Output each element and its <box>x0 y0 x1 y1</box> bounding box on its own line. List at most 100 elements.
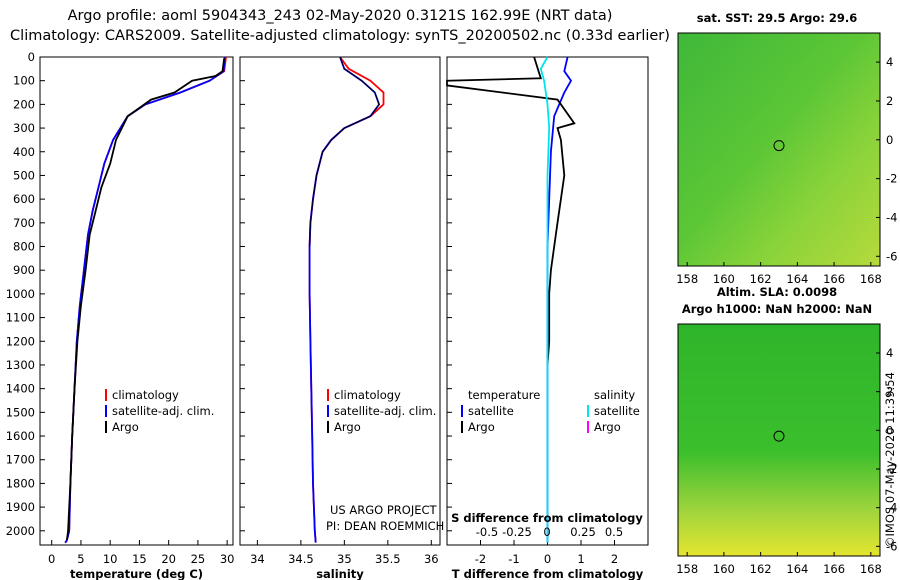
salinity-diff-tick-label: -0.25 <box>502 525 532 539</box>
temperature-ytick-label: 300 <box>13 121 35 135</box>
sla-map-panel: Altim. SLA: 0.0098 Argo h1000: NaN h2000:… <box>676 285 897 576</box>
temperature-ytick-label: 1800 <box>6 476 35 490</box>
temperature-xtick-label: 30 <box>220 552 235 566</box>
temperature-series-line <box>64 56 226 544</box>
difference-xtick-label: 2 <box>611 552 618 566</box>
salinity-series-line <box>308 56 385 543</box>
salinity-diff-tick-label: 0.25 <box>570 525 596 539</box>
sst-xtick-label: 160 <box>713 272 735 286</box>
temperature-ytick-label: 0 <box>28 50 35 64</box>
sla-ytick-label: 2 <box>886 385 893 399</box>
temperature-ytick-label: 400 <box>13 145 35 159</box>
salinity-series-line <box>308 56 381 543</box>
difference-xtick-label: 0 <box>544 552 551 566</box>
sst-ytick-label: 0 <box>886 133 893 147</box>
sla-ytick-label: 0 <box>886 423 893 437</box>
temperature-series-line <box>66 58 226 541</box>
salinity-panel: 34 34.5 35 35.5 36 salinity climatology satelli… <box>239 56 441 580</box>
legend-label: satellite-adj. clim. <box>112 404 214 418</box>
salinity-diff-tick-label: -0.5 <box>476 525 498 539</box>
temperature-series-line <box>64 56 227 544</box>
sla-xtick-label: 158 <box>676 562 698 576</box>
sst-ytick-label: 4 <box>886 55 893 69</box>
temperature-ytick-label: 1300 <box>6 358 35 372</box>
salinity-xlabel: salinity <box>316 567 364 580</box>
legend-label: satellite <box>594 404 640 418</box>
project-credit: US ARGO PROJECT <box>330 503 438 517</box>
sla-map-title: Altim. SLA: 0.0098 <box>717 285 837 299</box>
sla-ytick-label: -2 <box>886 462 897 476</box>
salinity-xtick-label: 34.5 <box>288 552 314 566</box>
timestamp: ©IMOS 07-May-2020 11:39:54 <box>883 372 897 548</box>
sla-ytick-label: 4 <box>886 346 893 360</box>
sla-ytick-label: -4 <box>886 501 897 515</box>
sst-field <box>677 32 881 267</box>
difference-series-line <box>546 56 573 543</box>
salinity-diff-label: S difference from climatology <box>451 511 643 525</box>
salinity-xtick-label: 34 <box>250 552 265 566</box>
difference-panel: -2 -1 0 1 2T difference from climatology -0.5… <box>446 56 649 580</box>
sla-xtick-label: 166 <box>823 562 845 576</box>
legend-label: Argo <box>334 420 361 434</box>
temperature-ytick-label: 900 <box>13 263 35 277</box>
temperature-ytick-label: 200 <box>13 97 35 111</box>
temperature-ytick-label: 2000 <box>6 524 35 538</box>
sla-xtick-label: 164 <box>786 562 808 576</box>
salinity-argo-line <box>309 56 380 247</box>
sla-xtick-label: 160 <box>713 562 735 576</box>
sst-xtick-label: 158 <box>676 272 698 286</box>
temperature-ytick-label: 1600 <box>6 429 35 443</box>
temperature-frame <box>39 56 234 546</box>
legend-label: climatology <box>334 388 401 402</box>
temperature-xtick-label: 15 <box>132 552 147 566</box>
temperature-ytick-label: 100 <box>13 74 35 88</box>
sla-map-subtitle: Argo h1000: NaN h2000: NaN <box>682 302 872 316</box>
salinity-frame <box>239 56 441 546</box>
legend-label: temperature <box>468 388 540 402</box>
temperature-ytick-label: 1000 <box>6 287 35 301</box>
temperature-ytick-label: 700 <box>13 216 35 230</box>
sst-argo-marker <box>773 140 785 152</box>
temperature-xtick-label: 25 <box>191 552 206 566</box>
sla-field <box>677 323 881 557</box>
legend-label: Argo <box>112 420 139 434</box>
sla-argo-marker <box>773 430 785 442</box>
sst-xtick-label: 168 <box>860 272 882 286</box>
legend-label: climatology <box>112 388 179 402</box>
difference-xtick-label: 1 <box>577 552 584 566</box>
temperature-ytick-label: 800 <box>13 240 35 254</box>
temperature-ytick-label: 1500 <box>6 405 35 419</box>
difference-series-line <box>539 56 551 543</box>
temperature-ytick-label: 1400 <box>6 382 35 396</box>
temperature-ytick-label: 600 <box>13 192 35 206</box>
sst-ytick-label: 2 <box>886 94 893 108</box>
temperature-ytick-label: 1200 <box>6 334 35 348</box>
temperature-xtick-label: 10 <box>103 552 118 566</box>
header-line-1: Argo profile: aoml 5904343_243 02-May-20… <box>68 8 613 24</box>
sst-xtick-label: 164 <box>786 272 808 286</box>
legend-label: Argo <box>468 420 495 434</box>
sst-ytick-label: -2 <box>886 172 897 186</box>
temperature-xtick-label: 0 <box>48 552 55 566</box>
salinity-xtick-label: 35.5 <box>375 552 401 566</box>
salinity-xtick-label: 35 <box>337 552 352 566</box>
sst-xtick-label: 166 <box>823 272 845 286</box>
legend-label: salinity <box>594 388 635 402</box>
legend-label: satellite <box>468 404 514 418</box>
sla-ytick-label: -6 <box>886 539 897 553</box>
legend-label: satellite-adj. clim. <box>334 404 436 418</box>
temperature-xlabel: temperature (deg C) <box>70 567 203 580</box>
difference-series-line <box>446 56 576 366</box>
temperature-xtick-label: 5 <box>77 552 84 566</box>
difference-xlabel: T difference from climatology <box>452 567 644 580</box>
difference-xtick-label: -2 <box>475 552 486 566</box>
sla-xtick-label: 162 <box>750 562 772 576</box>
temperature-xtick-label: 20 <box>161 552 176 566</box>
header-line-2: Climatology: CARS2009. Satellite-adjuste… <box>10 28 670 44</box>
salinity-diff-tick-label: 0.5 <box>605 525 623 539</box>
temperature-ytick-label: 500 <box>13 168 35 182</box>
temperature-ytick-label: 1100 <box>6 311 35 325</box>
temperature-ytick-label: 1700 <box>6 453 35 467</box>
salinity-xtick-label: 36 <box>424 552 439 566</box>
